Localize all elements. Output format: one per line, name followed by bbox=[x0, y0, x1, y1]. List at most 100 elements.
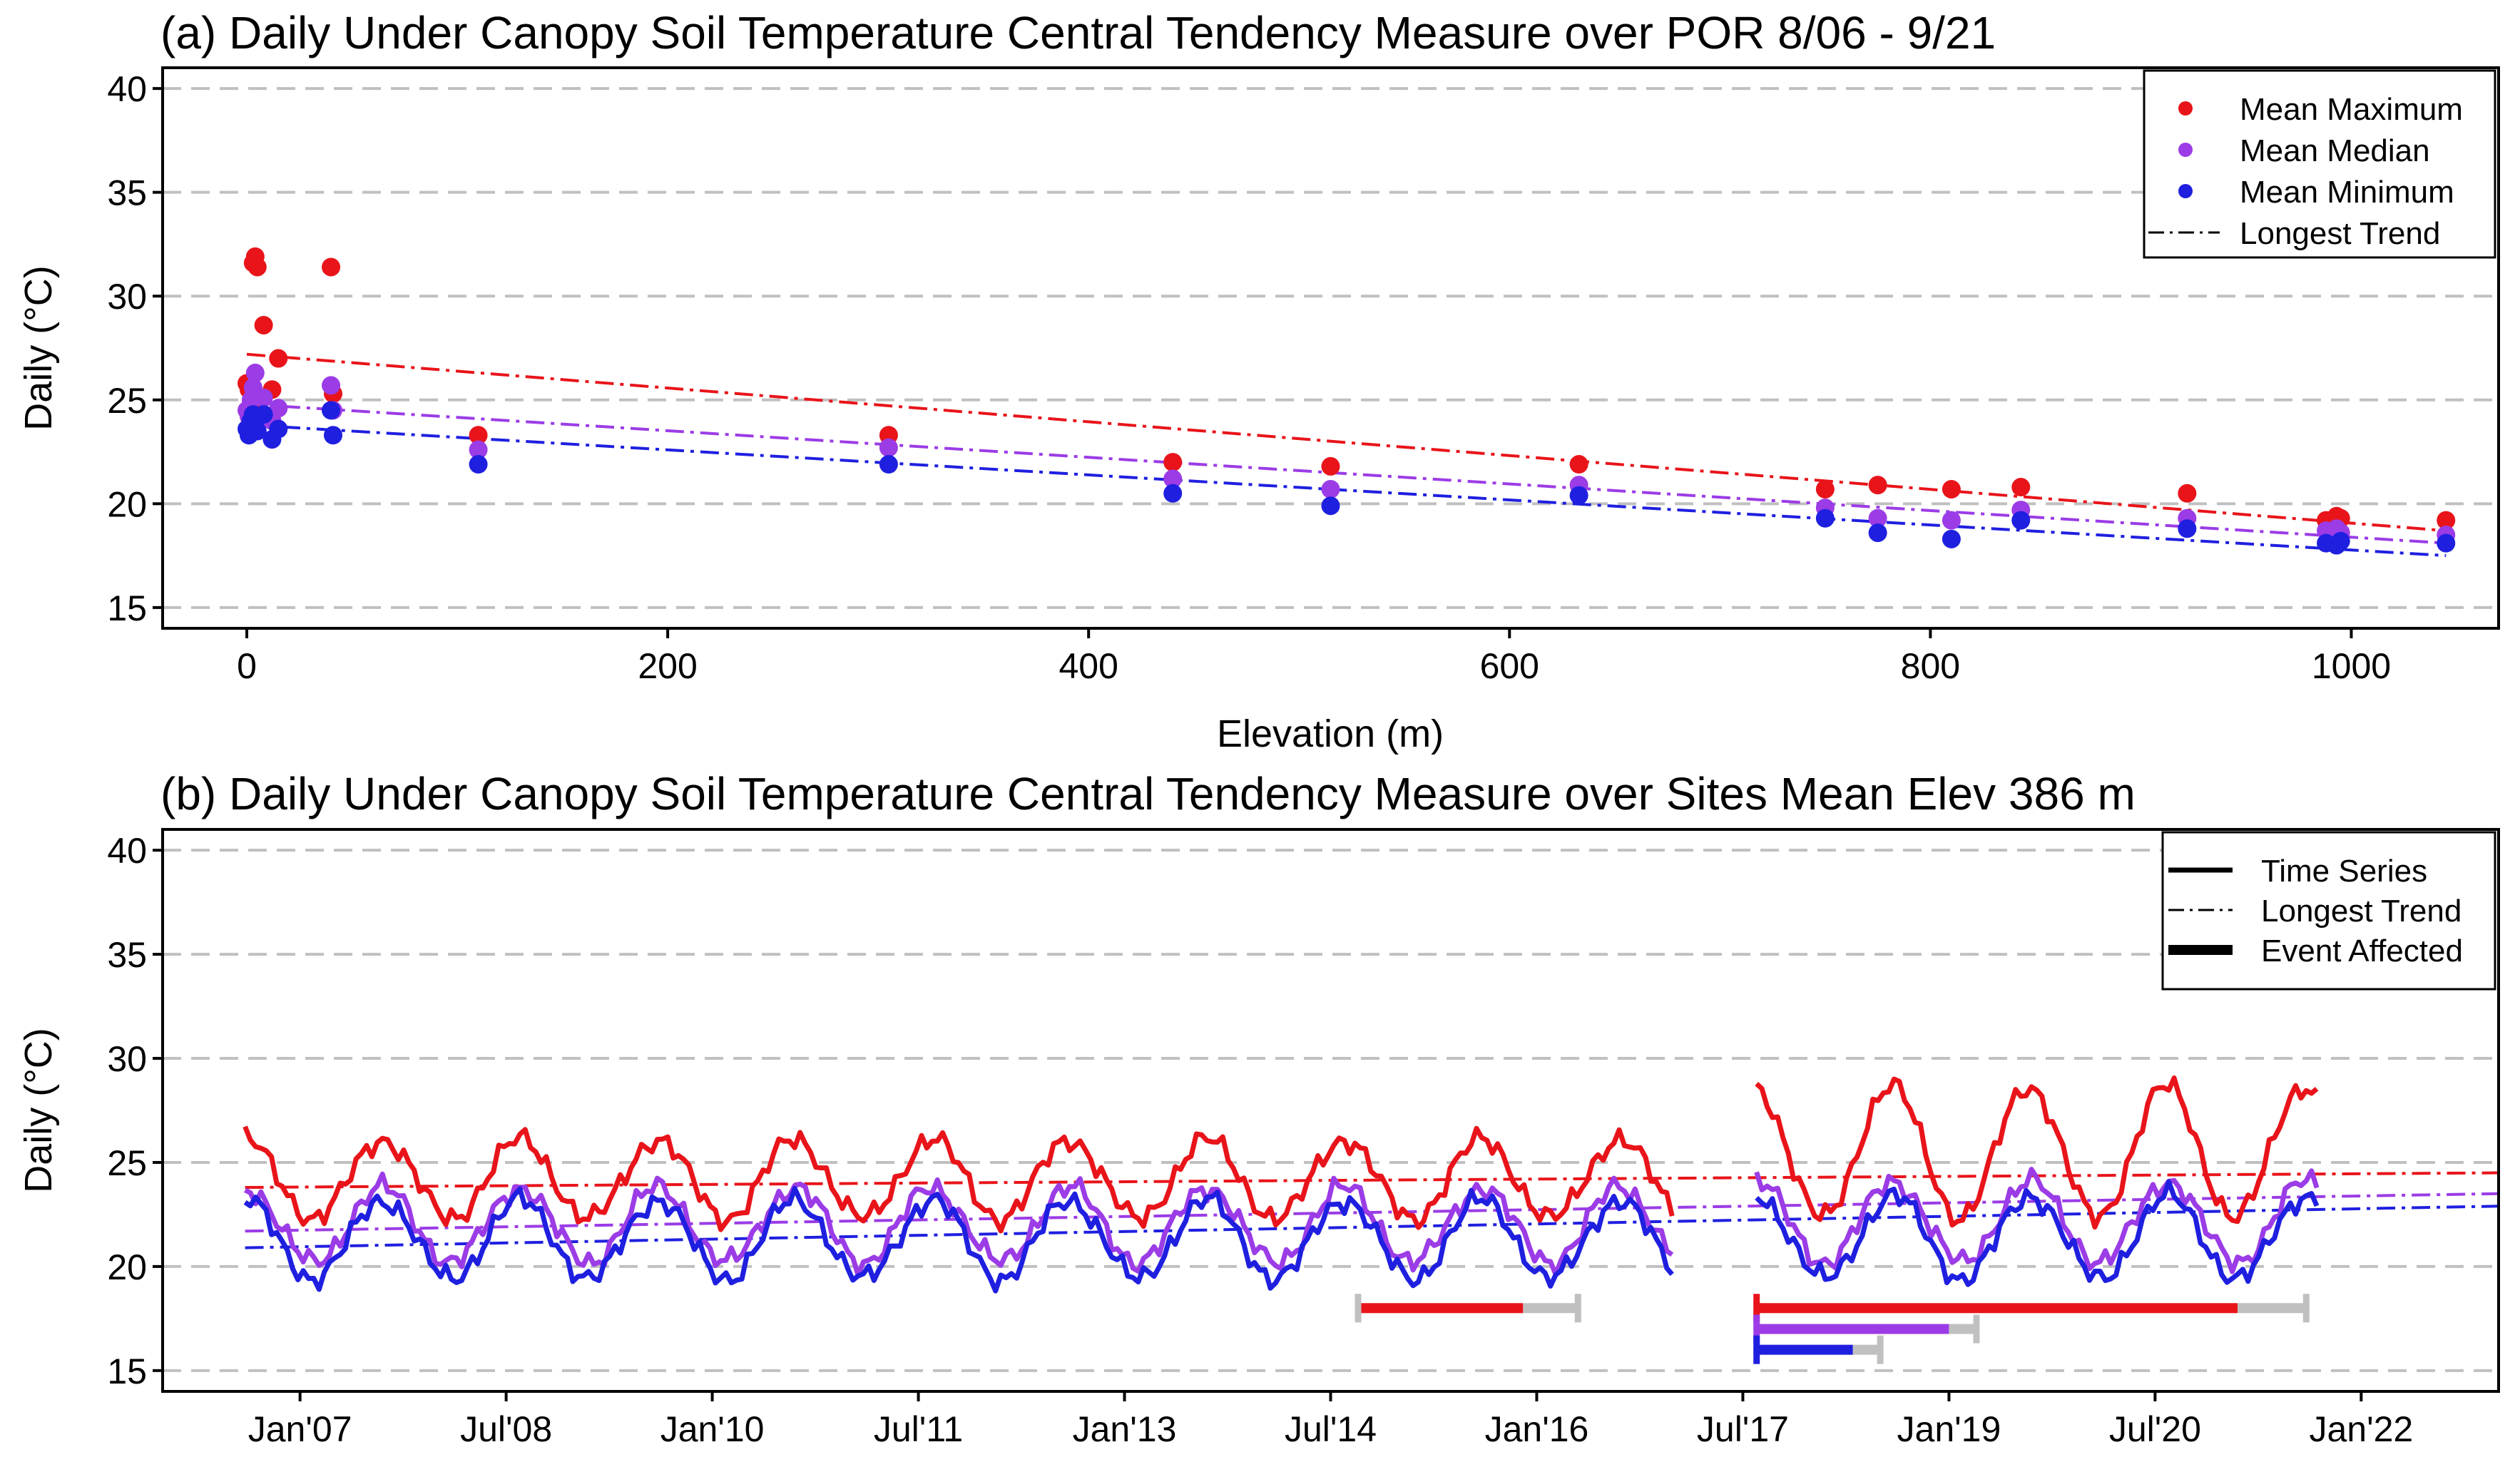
point-mean-maximum-11 bbox=[469, 426, 488, 445]
point-mean-maximum-15 bbox=[1569, 455, 1588, 474]
point-mean-median-12 bbox=[879, 438, 898, 457]
x-tick-label-b-jul-08: Jul'08 bbox=[460, 1409, 552, 1449]
x-tick-label-b-jul-20: Jul'20 bbox=[2109, 1409, 2201, 1449]
x-tick-label-a-600: 600 bbox=[1480, 646, 1539, 686]
panel-b-y-axis-label: Daily (°C) bbox=[17, 1028, 60, 1193]
point-mean-median-13 bbox=[1163, 469, 1183, 489]
point-mean-minimum-10 bbox=[323, 426, 342, 445]
panel-a-x-axis-label: Elevation (m) bbox=[1217, 712, 1444, 755]
panel-a-title: (a) Daily Under Canopy Soil Temperature … bbox=[160, 7, 1996, 58]
trend-line-mean-maximum bbox=[246, 352, 2447, 533]
x-tick-label-b-jan-16: Jan'16 bbox=[1485, 1409, 1589, 1449]
legend-max-marker bbox=[2178, 101, 2193, 116]
point-mean-maximum-5 bbox=[248, 257, 267, 277]
point-mean-minimum-5 bbox=[248, 421, 267, 441]
point-mean-median-4 bbox=[245, 363, 265, 382]
y-tick-label-b-15: 15 bbox=[107, 1351, 147, 1391]
panel-b: (b) Daily Under Canopy Soil Temperature … bbox=[17, 768, 2500, 1449]
trend-line-b-mean-median bbox=[245, 1192, 2499, 1233]
point-mean-maximum-13 bbox=[1163, 453, 1183, 472]
point-mean-maximum-8 bbox=[269, 349, 288, 368]
legend-longest-trend-b: Longest Trend bbox=[2261, 894, 2462, 929]
panel-b-event-bars bbox=[1355, 1294, 2310, 1364]
panel-a-y-axis-label: Daily (°C) bbox=[17, 265, 60, 431]
x-tick-label-b-jul-11: Jul'11 bbox=[874, 1409, 963, 1449]
point-mean-minimum-9 bbox=[322, 401, 341, 420]
point-mean-maximum-9 bbox=[322, 257, 341, 277]
y-tick-label-b-30: 30 bbox=[107, 1039, 147, 1079]
legend-mean-minimum: Mean Minimum bbox=[2240, 175, 2454, 210]
point-mean-median-8 bbox=[269, 399, 288, 418]
point-mean-median-17 bbox=[1868, 508, 1887, 528]
x-tick-label-b-jul-17: Jul'17 bbox=[1697, 1409, 1789, 1449]
trend-line-mean-minimum bbox=[246, 423, 2447, 558]
point-mean-median-14 bbox=[1321, 479, 1340, 499]
point-mean-median-6 bbox=[254, 388, 273, 407]
x-tick-label-a-800: 800 bbox=[1901, 646, 1960, 686]
panel-b-legend-box bbox=[2161, 831, 2496, 991]
y-tick-label-a-30: 30 bbox=[107, 277, 147, 317]
point-mean-median-11 bbox=[469, 440, 488, 459]
x-tick-label-b-jan-13: Jan'13 bbox=[1073, 1409, 1177, 1449]
legend-event-affected: Event Affected bbox=[2261, 934, 2463, 968]
point-mean-minimum-13 bbox=[1163, 484, 1183, 503]
point-mean-minimum-6 bbox=[254, 405, 273, 424]
point-mean-minimum-24 bbox=[2437, 533, 2456, 553]
panel-b-time-series bbox=[243, 1075, 2320, 1294]
time-series-mean-maximum-seg0 bbox=[243, 1125, 1675, 1234]
x-tick-label-a-0: 0 bbox=[237, 646, 257, 686]
panel-a-trend-lines bbox=[246, 352, 2447, 558]
point-mean-minimum-12 bbox=[879, 455, 898, 474]
time-series-mean-median-seg1 bbox=[1754, 1167, 2320, 1274]
y-tick-label-a-20: 20 bbox=[107, 484, 147, 524]
point-mean-minimum-17 bbox=[1868, 523, 1887, 543]
point-mean-maximum-6 bbox=[254, 315, 273, 334]
x-tick-label-b-jan-19: Jan'19 bbox=[1897, 1409, 2001, 1449]
panel-a-x-ticks: 0 200 400 600 800 1000 bbox=[237, 628, 2391, 686]
panel-b-trend-lines bbox=[245, 1171, 2499, 1249]
y-tick-label-b-25: 25 bbox=[107, 1143, 147, 1183]
panel-a-points bbox=[238, 247, 2456, 555]
time-series-mean-minimum-seg1 bbox=[1755, 1179, 2320, 1287]
time-series-mean-median-seg0 bbox=[244, 1171, 1674, 1278]
point-mean-maximum-24 bbox=[2437, 511, 2456, 530]
point-mean-maximum-20 bbox=[2178, 484, 2197, 503]
panel-b-title: (b) Daily Under Canopy Soil Temperature … bbox=[160, 768, 2136, 819]
legend-min-marker bbox=[2178, 184, 2193, 198]
point-mean-minimum-15 bbox=[1569, 486, 1588, 505]
point-mean-maximum-14 bbox=[1321, 456, 1340, 476]
x-tick-label-b-jan-07: Jan'07 bbox=[248, 1409, 352, 1449]
point-mean-maximum-18 bbox=[1942, 479, 1961, 499]
panel-b-legend: Time Series Longest Trend Event Affected bbox=[2161, 831, 2496, 991]
point-mean-minimum-19 bbox=[2011, 511, 2031, 530]
x-tick-label-b-jan-22: Jan'22 bbox=[2309, 1409, 2413, 1449]
y-tick-label-a-35: 35 bbox=[107, 173, 147, 213]
x-tick-label-b-jan-10: Jan'10 bbox=[660, 1409, 765, 1449]
point-mean-maximum-17 bbox=[1868, 476, 1887, 495]
x-tick-label-b-jul-14: Jul'14 bbox=[1285, 1409, 1377, 1449]
legend-mean-median: Mean Median bbox=[2240, 133, 2430, 168]
point-mean-minimum-8 bbox=[269, 419, 288, 439]
x-tick-label-a-1000: 1000 bbox=[2312, 646, 2391, 686]
point-mean-minimum-14 bbox=[1321, 496, 1340, 516]
y-tick-label-a-25: 25 bbox=[107, 381, 147, 421]
panel-b-y-ticks: 15 20 25 30 35 40 bbox=[107, 831, 163, 1391]
trend-line-mean-median bbox=[246, 402, 2447, 545]
point-mean-maximum-19 bbox=[2011, 478, 2031, 497]
point-mean-minimum-20 bbox=[2178, 519, 2197, 538]
panel-a-legend-box bbox=[2143, 69, 2496, 259]
y-tick-label-a-15: 15 bbox=[107, 588, 147, 628]
panel-b-gridlines bbox=[163, 849, 2499, 1372]
panel-a-frame bbox=[161, 66, 2500, 630]
y-tick-label-a-40: 40 bbox=[107, 69, 147, 109]
legend-mean-maximum: Mean Maximum bbox=[2240, 92, 2463, 127]
x-tick-label-a-200: 200 bbox=[638, 646, 697, 686]
point-mean-maximum-16 bbox=[1815, 479, 1835, 499]
legend-longest-trend: Longest Trend bbox=[2240, 216, 2440, 251]
panel-a-y-ticks: 15 20 25 30 35 40 bbox=[107, 69, 163, 628]
legend-median-marker bbox=[2178, 143, 2193, 157]
time-series-mean-minimum-seg0 bbox=[243, 1185, 1674, 1294]
legend-time-series: Time Series bbox=[2261, 854, 2427, 889]
y-tick-label-b-20: 20 bbox=[107, 1247, 147, 1287]
